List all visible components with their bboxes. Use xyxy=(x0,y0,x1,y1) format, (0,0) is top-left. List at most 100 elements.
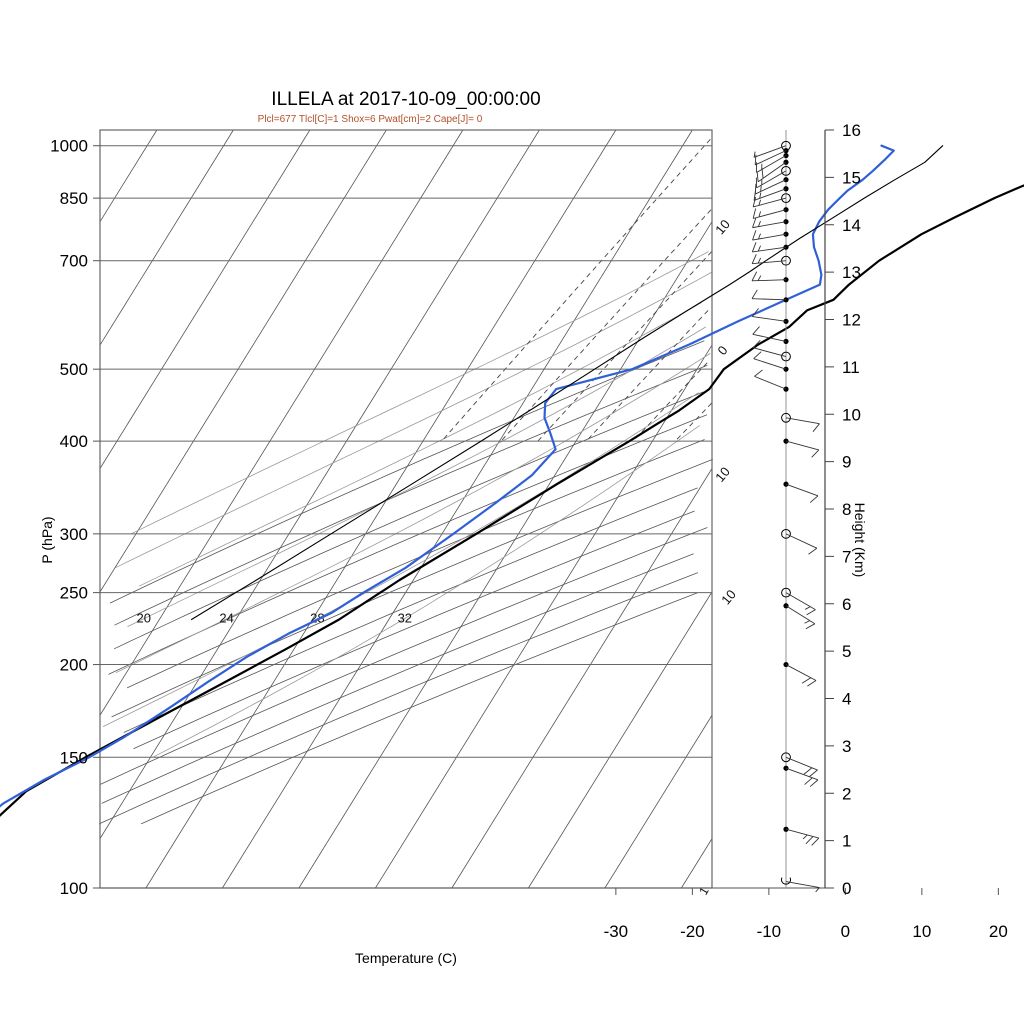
wind-full-barb xyxy=(752,217,757,228)
wind-shaft xyxy=(785,533,818,549)
wind-barb xyxy=(751,289,789,303)
wind-full-barb xyxy=(751,271,758,282)
wind-full-barb xyxy=(811,837,820,846)
wind-half-barb xyxy=(758,233,761,240)
wind-half-barb xyxy=(802,834,808,840)
page-title: ILLELA at 2017-10-09_00:00:00 xyxy=(271,89,540,110)
wind-shaft xyxy=(752,246,787,253)
dry-adiabat-line xyxy=(108,414,708,675)
wind-shaft xyxy=(785,828,819,839)
wind-full-barb xyxy=(751,254,757,264)
dry-adiabat-line xyxy=(126,439,705,689)
right-axis-title: Height (Km) xyxy=(852,503,868,578)
wind-barb xyxy=(751,271,789,283)
moist-adiabat-line xyxy=(152,425,701,758)
moist-adiabat-line xyxy=(127,326,707,627)
wind-barb xyxy=(783,765,819,787)
wind-barb xyxy=(781,752,818,777)
dry-adiabat-line xyxy=(101,553,694,804)
wind-shaft xyxy=(754,375,787,390)
wind-barb xyxy=(783,481,819,503)
wind-full-barb xyxy=(754,369,763,377)
isotherm-line xyxy=(99,129,311,469)
wind-full-barb xyxy=(753,351,762,359)
wind-shaft xyxy=(753,197,787,208)
height-tick-label: 14 xyxy=(842,216,861,235)
height-tick-label: 8 xyxy=(842,500,851,519)
wind-half-barb xyxy=(758,211,761,218)
wind-barb xyxy=(781,412,820,432)
height-tick-label: 15 xyxy=(842,168,861,187)
wind-barb xyxy=(783,438,820,458)
x-tick-label: -20 xyxy=(680,922,705,941)
wind-shaft xyxy=(753,209,787,219)
x-tick-label: 0 xyxy=(841,922,850,941)
wind-shaft xyxy=(752,316,787,322)
grid-label: 32 xyxy=(398,611,412,626)
wind-barb xyxy=(783,661,817,687)
wind-level-circle xyxy=(781,587,791,598)
wind-shaft xyxy=(785,881,820,888)
wind-barb xyxy=(781,877,820,893)
isotherm-line xyxy=(604,715,713,889)
wind-barb xyxy=(752,207,789,219)
y-tick-label: 300 xyxy=(60,525,88,544)
x-axis-title: Temperature (C) xyxy=(355,950,457,966)
dry-adiabat-line xyxy=(133,510,695,750)
wind-full-barb xyxy=(806,609,816,616)
isotherm-line xyxy=(222,129,693,889)
wind-barb xyxy=(754,369,789,392)
y-tick-label: 100 xyxy=(60,879,88,898)
wind-half-barb xyxy=(753,151,756,158)
grid-label: 24 xyxy=(219,611,233,626)
isotherm-line xyxy=(99,129,464,716)
wind-full-barb xyxy=(752,196,757,208)
x-tick-label: 20 xyxy=(989,922,1008,941)
height-tick-label: 7 xyxy=(842,547,851,566)
wind-shaft xyxy=(785,483,819,497)
mixing-ratio-lines xyxy=(441,139,713,442)
wind-barb xyxy=(783,826,820,846)
wind-barb xyxy=(751,308,789,324)
skew-t-gridlines xyxy=(98,129,713,889)
wind-barb xyxy=(752,230,789,241)
y-tick-label: 850 xyxy=(60,189,88,208)
height-tick-label: 16 xyxy=(842,121,861,140)
wind-half-barb xyxy=(758,199,761,206)
x-tick-label: -10 xyxy=(757,922,782,941)
wind-shaft xyxy=(756,155,787,173)
wind-full-barb xyxy=(751,289,758,299)
wind-level-dot xyxy=(783,148,789,154)
wind-barb xyxy=(752,326,789,344)
dry-adiabat-line xyxy=(140,592,699,825)
temperature-axis: -30-20-10010203040 xyxy=(100,887,1008,941)
wind-full-barb xyxy=(754,154,757,166)
moist-adiabat-line xyxy=(138,302,702,587)
mixing-ratio-line xyxy=(441,139,711,442)
wind-barb xyxy=(756,159,789,183)
wind-shaft xyxy=(785,756,818,771)
wind-barb xyxy=(755,165,791,189)
y-tick-label: 250 xyxy=(60,584,88,603)
y-tick-label: 150 xyxy=(60,748,88,767)
moist-adiabat-line xyxy=(131,251,709,535)
wind-full-barb xyxy=(808,547,818,555)
wind-level-circle xyxy=(781,351,791,362)
height-tick-label: 13 xyxy=(842,263,861,282)
height-tick-label: 1 xyxy=(842,832,851,851)
wind-level-circle xyxy=(781,412,791,423)
moist-adiabat-line xyxy=(115,272,712,569)
wind-full-barb xyxy=(752,230,757,241)
wind-full-barb xyxy=(812,423,820,432)
wind-half-barb xyxy=(804,620,810,624)
wind-shaft xyxy=(752,221,787,229)
wind-barb xyxy=(753,351,789,372)
isotherm-line xyxy=(681,838,713,889)
wind-full-barb xyxy=(752,208,757,219)
height-tick-label: 12 xyxy=(842,311,861,330)
dry-adiabat-line xyxy=(100,527,708,785)
wind-barb xyxy=(752,217,789,229)
wind-shaft xyxy=(753,347,787,357)
wind-full-barb xyxy=(751,242,757,253)
